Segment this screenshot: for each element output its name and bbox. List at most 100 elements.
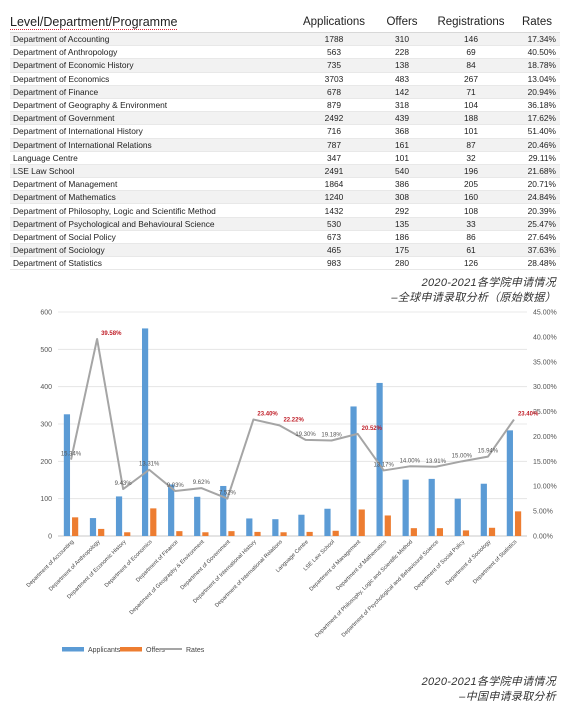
rate-data-label: 20.52% <box>362 426 383 432</box>
applicants-bar <box>89 518 97 536</box>
offers-bar <box>254 531 261 536</box>
offers-bar <box>514 511 522 536</box>
applicants-bar <box>454 498 461 536</box>
category-label: Department of Accounting <box>26 539 76 589</box>
offers-bar <box>72 517 79 536</box>
rate-data-label: 19.30% <box>295 432 316 438</box>
cell-offers: 228 <box>376 45 428 60</box>
cell-offers: 280 <box>376 256 428 271</box>
y-right-tick-label: 10.00% <box>533 484 557 491</box>
cell-rate: 17.62% <box>514 111 560 126</box>
cell-offers: 138 <box>376 58 428 73</box>
y-right-tick-label: 15.00% <box>533 459 557 466</box>
cell-offers: 292 <box>376 203 428 218</box>
table-row: Department of International History 716 36… <box>10 124 560 139</box>
cell-registrations: 196 <box>428 164 514 179</box>
cell-registrations: 146 <box>428 32 514 47</box>
y-left-tick-label: 100 <box>40 496 52 503</box>
cell-applications: 678 <box>292 85 376 99</box>
cell-registrations: 84 <box>428 58 514 73</box>
cell-rate: 24.84% <box>514 190 560 205</box>
cell-rate: 21.68% <box>514 164 560 179</box>
cell-registrations: 87 <box>428 138 514 152</box>
cell-programme: Department of Geography & Environment <box>10 98 292 113</box>
cell-registrations: 205 <box>428 177 514 192</box>
category-label: Department of Statistics <box>472 539 518 585</box>
cell-offers: 368 <box>376 124 428 139</box>
cell-registrations: 267 <box>428 72 514 86</box>
cell-registrations: 160 <box>428 190 514 205</box>
table-row: Department of Management 1864 386 205 20.71% <box>10 177 560 192</box>
rate-data-label: 23.40% <box>518 412 539 418</box>
legend-applicants-swatch <box>62 647 84 652</box>
y-right-tick-label: 0.00% <box>533 534 553 541</box>
category-label: Department of Social Policy <box>413 539 466 592</box>
china-applications-chart: 0 100 200 300 400 500 600 0.00% 5.00% 10.00% 15.00… <box>26 310 557 655</box>
rate-data-label: 13.17% <box>374 462 395 468</box>
offers-bar <box>176 531 183 536</box>
offers-bar <box>410 528 417 536</box>
cell-registrations: 32 <box>428 151 514 165</box>
applicants-bar <box>428 478 435 536</box>
offers-bar <box>124 532 131 536</box>
applicants-bar <box>376 382 383 536</box>
cell-offers: 310 <box>376 32 428 47</box>
y-right-tick-label: 35.00% <box>533 359 557 366</box>
rate-data-label: 15.00% <box>452 453 473 459</box>
y-right-tick-label: 45.00% <box>533 310 557 317</box>
category-label: Department of Economics <box>104 539 154 589</box>
cell-applications: 1864 <box>292 177 376 192</box>
cell-rate: 20.46% <box>514 138 560 152</box>
cell-registrations: 101 <box>428 124 514 139</box>
applicants-bar <box>115 496 123 536</box>
rates-line <box>70 337 515 500</box>
category-label: Department of Management <box>309 539 363 593</box>
y-left-tick-label: 600 <box>40 310 52 317</box>
cell-programme: Department of International Relations <box>10 138 292 152</box>
offers-bar <box>150 508 157 536</box>
cell-offers: 135 <box>376 217 428 231</box>
applicants-bar <box>168 484 175 536</box>
applicants-bar <box>298 514 305 536</box>
cell-rate: 29.11% <box>514 151 560 165</box>
cell-offers: 483 <box>376 72 428 86</box>
cell-rate: 37.63% <box>514 243 560 258</box>
cell-rate: 20.94% <box>514 85 560 99</box>
table-row: Department of Economic History 735 138 84 18… <box>10 58 560 73</box>
cell-registrations: 126 <box>428 256 514 271</box>
cell-offers: 175 <box>376 243 428 258</box>
rate-data-label: 22.22% <box>283 417 304 423</box>
offers-bar <box>462 530 470 536</box>
caption-china: 2020-2021各学院申请情况 –中国申请录取分析 <box>422 675 556 705</box>
table-row: Department of Statistics 983 280 126 28.48% <box>10 256 560 271</box>
table-row: Department of Government 2492 439 188 17.62% <box>10 111 560 126</box>
cell-rate: 40.50% <box>514 45 560 60</box>
header-rates: Rates <box>514 12 560 33</box>
table-row: Department of Sociology 465 175 61 37.63% <box>10 243 560 258</box>
cell-offers: 540 <box>376 164 428 179</box>
rate-data-label: 9.62% <box>193 480 211 486</box>
applicants-bar <box>350 406 357 536</box>
cell-programme: Department of Government <box>10 111 292 126</box>
cell-offers: 386 <box>376 177 428 192</box>
cell-programme: Department of Accounting <box>10 32 292 47</box>
table-row: Department of Anthropology 563 228 69 40.50% <box>10 45 560 60</box>
cell-applications: 673 <box>292 230 376 245</box>
caption-global: 2020-2021各学院申请情况 –全球申请录取分析（原始数据） <box>391 276 556 306</box>
rate-data-label: 9.03% <box>167 483 185 489</box>
cell-rate: 51.40% <box>514 124 560 139</box>
table-row: Department of Mathematics 1240 308 160 24.84… <box>10 190 560 205</box>
caption-china-title: 2020-2021各学院申请情况 <box>421 676 556 688</box>
header-applications: Applications <box>292 12 376 33</box>
offers-bar <box>384 515 391 536</box>
applicants-bar <box>141 328 149 536</box>
applications-table: Level/Department/Programme Applications … <box>10 12 560 271</box>
offers-bar <box>436 528 444 536</box>
rate-data-label: 23.40% <box>257 412 278 418</box>
cell-offers: 161 <box>376 138 428 152</box>
caption-global-title: 2020-2021各学院申请情况 <box>421 277 556 289</box>
cell-programme: Department of Finance <box>10 85 292 99</box>
category-label: Department of Sociology <box>445 539 493 587</box>
y-left-tick-label: 400 <box>40 384 52 391</box>
legend-rates-label: Rates <box>186 647 205 654</box>
